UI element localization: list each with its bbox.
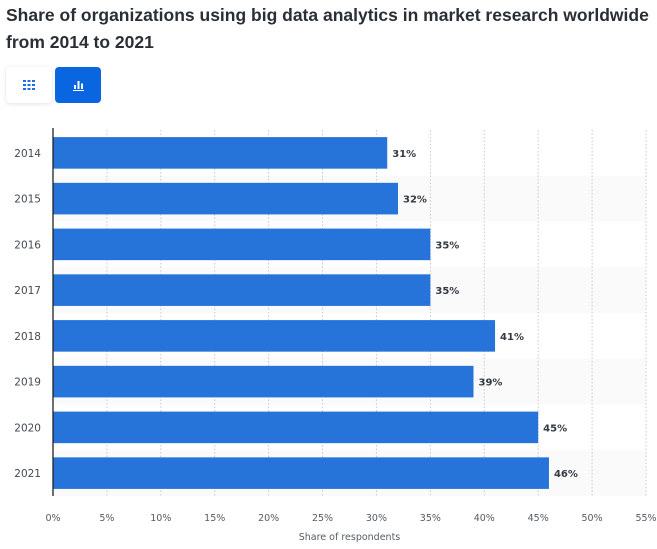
x-tick-label: 35% xyxy=(420,513,441,524)
bar[interactable] xyxy=(53,411,539,444)
bar[interactable] xyxy=(53,457,549,489)
category-label: 2021 xyxy=(14,468,41,480)
data-labels: 31% 32% 35% 35% 41% 39% 45% 46% xyxy=(392,149,578,480)
category-label: 2015 xyxy=(14,194,41,206)
bar[interactable] xyxy=(53,137,388,169)
category-label: 2017 xyxy=(14,285,41,297)
view-toggle xyxy=(6,67,101,103)
bars xyxy=(53,137,549,489)
x-tick-label: 15% xyxy=(204,513,225,524)
x-tick-label: 50% xyxy=(582,513,603,524)
chart-title: Share of organizations using big data an… xyxy=(6,5,649,52)
data-label: 46% xyxy=(554,469,578,480)
category-label: 2020 xyxy=(14,422,41,434)
data-label: 31% xyxy=(392,149,416,160)
x-tick-label: 0% xyxy=(45,513,60,524)
grid-icon xyxy=(23,80,35,90)
x-tick-label: 40% xyxy=(474,513,495,524)
category-label: 2018 xyxy=(14,331,41,343)
bar[interactable] xyxy=(53,274,431,306)
bar-chart-icon xyxy=(72,80,84,91)
data-label: 41% xyxy=(500,332,524,343)
bar[interactable] xyxy=(53,182,399,215)
chart-view-button[interactable] xyxy=(55,67,101,103)
x-tick-label: 55% xyxy=(635,513,656,524)
data-label: 35% xyxy=(435,286,459,297)
category-label: 2014 xyxy=(14,148,41,160)
x-tick-label: 25% xyxy=(312,513,333,524)
x-tick-label: 45% xyxy=(528,513,549,524)
x-tick-labels: 0% 5% 10% 15% 20% 25% 30% 35% 40% 45% 50% 55% xyxy=(45,513,656,524)
bar[interactable] xyxy=(53,365,474,398)
data-label: 39% xyxy=(478,378,502,389)
data-label: 35% xyxy=(435,240,459,251)
data-label: 45% xyxy=(543,423,567,434)
table-view-button[interactable] xyxy=(6,67,52,103)
x-tick-label: 5% xyxy=(99,513,114,524)
data-label: 32% xyxy=(403,195,427,206)
x-tick-label: 20% xyxy=(258,513,279,524)
category-label: 2016 xyxy=(14,239,41,251)
x-tick-label: 30% xyxy=(366,513,387,524)
bar[interactable] xyxy=(53,228,431,261)
bar[interactable] xyxy=(53,320,496,352)
category-label: 2019 xyxy=(14,377,41,389)
x-tick-label: 10% xyxy=(150,513,171,524)
category-labels: 2014 2015 2016 2017 2018 2019 2020 2021 xyxy=(14,148,41,480)
x-axis-title: Share of respondents xyxy=(299,532,401,543)
